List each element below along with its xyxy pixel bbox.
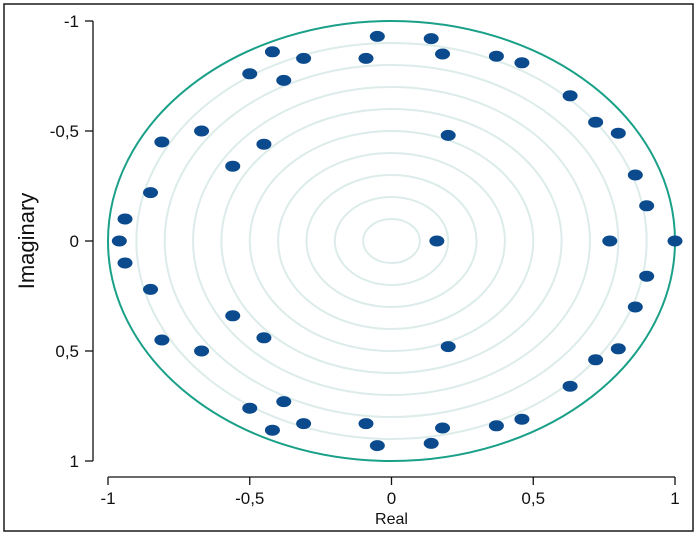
data-point: [225, 310, 241, 322]
data-point: [514, 57, 530, 69]
reference-circle: [248, 130, 535, 352]
data-point: [143, 283, 159, 295]
reference-circle: [220, 108, 563, 374]
data-point: [296, 52, 312, 64]
y-axis-title: Imaginary: [14, 193, 39, 290]
x-tick-label: 0,5: [521, 489, 545, 508]
y-tick-label: -0,5: [50, 122, 79, 141]
data-point: [117, 257, 133, 269]
data-point: [627, 169, 643, 181]
data-point: [435, 422, 451, 434]
data-point: [610, 127, 626, 139]
data-point: [423, 33, 439, 45]
data-point: [639, 270, 655, 282]
data-point: [225, 160, 241, 172]
y-tick-label: 0: [70, 232, 79, 251]
data-point: [264, 424, 280, 436]
reference-circle: [333, 196, 450, 286]
reference-circle: [362, 218, 421, 264]
data-point: [276, 74, 292, 86]
y-tick-label: 0,5: [55, 342, 79, 361]
x-tick-label: -1: [100, 489, 115, 508]
data-point: [242, 402, 258, 414]
reference-circles: [135, 42, 648, 440]
data-point: [610, 343, 626, 355]
reference-circle: [135, 42, 648, 440]
data-point: [256, 138, 272, 150]
data-point: [358, 52, 374, 64]
reference-circle: [163, 64, 620, 418]
x-tick-label: -0,5: [235, 489, 264, 508]
data-point: [435, 48, 451, 60]
data-point: [369, 30, 385, 42]
reference-circle: [305, 174, 478, 308]
data-point: [562, 380, 578, 392]
data-point: [562, 90, 578, 102]
data-point: [514, 413, 530, 425]
tick-marks: -1 -0,5 0 0,5 1 -1 -0,5 0 0,5 1: [50, 12, 680, 508]
data-point: [488, 50, 504, 62]
data-point: [194, 125, 210, 137]
data-point: [588, 116, 604, 128]
data-point: [627, 301, 643, 313]
x-axis-title: Real: [375, 511, 408, 528]
data-point: [242, 68, 258, 80]
data-point: [154, 136, 170, 148]
data-point: [488, 420, 504, 432]
data-point: [423, 437, 439, 449]
reference-circle: [192, 86, 591, 396]
data-point: [588, 354, 604, 366]
data-point: [264, 46, 280, 58]
reference-circle: [277, 152, 506, 330]
data-point: [143, 187, 159, 199]
data-point: [256, 332, 272, 344]
data-point: [276, 396, 292, 408]
data-point: [440, 341, 456, 353]
x-tick-label: 1: [670, 489, 679, 508]
data-point: [154, 334, 170, 346]
chart-frame: [3, 3, 694, 532]
data-point: [358, 418, 374, 430]
y-tick-label: 1: [70, 452, 79, 471]
axes: [92, 21, 675, 478]
x-tick-label: 0: [387, 489, 396, 508]
data-point: [429, 235, 445, 247]
data-point: [111, 235, 127, 247]
data-point: [296, 418, 312, 430]
data-point: [194, 345, 210, 357]
data-point: [602, 235, 618, 247]
data-point: [667, 235, 683, 247]
data-point: [369, 440, 385, 452]
y-tick-label: -1: [64, 12, 79, 31]
data-point: [440, 129, 456, 141]
data-points: [111, 30, 683, 452]
data-point: [117, 213, 133, 225]
data-point: [639, 200, 655, 212]
